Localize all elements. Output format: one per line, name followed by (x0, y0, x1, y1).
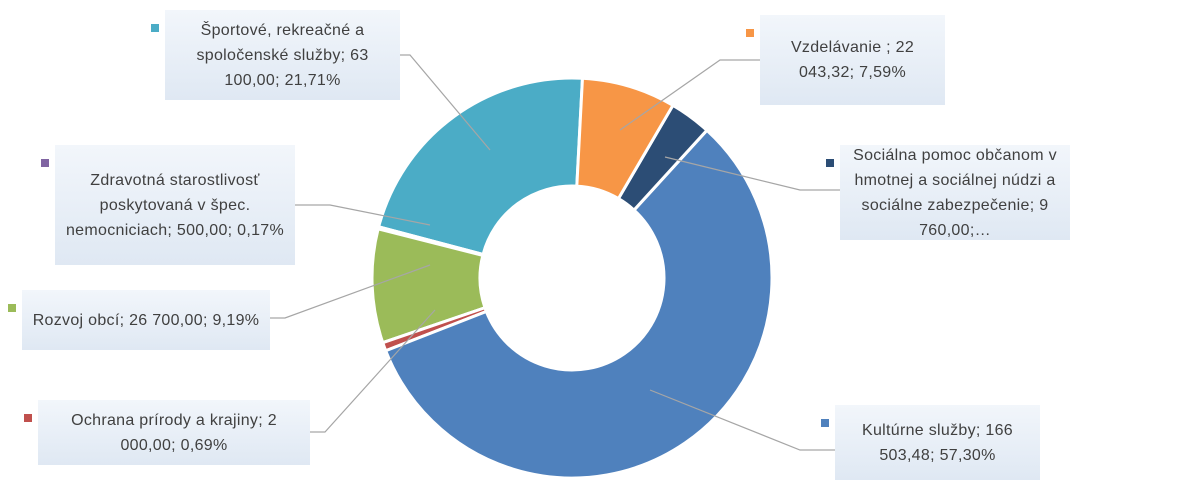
leader-line (649, 389, 835, 451)
donut-slice (376, 76, 585, 257)
leader-line (664, 156, 840, 191)
leader-line (310, 309, 436, 433)
leader-line (270, 264, 431, 319)
data-label: Zdravotná starostlivosť poskytovaná v šp… (55, 145, 295, 265)
legend-marker (826, 159, 834, 167)
leader-line (295, 204, 431, 226)
legend-marker (821, 419, 829, 427)
legend-marker (8, 304, 16, 312)
data-label: Vzdelávanie ; 22 043,32; 7,59% (760, 15, 945, 105)
donut-slice (370, 227, 487, 345)
leader-lines (270, 54, 840, 451)
legend-marker (746, 29, 754, 37)
donut-slice (383, 128, 774, 480)
donut-slice (616, 103, 709, 213)
data-label: Športové, rekreačné a spoločenské služby… (165, 10, 400, 100)
leader-line (400, 54, 491, 151)
legend-marker (151, 24, 159, 32)
legend-marker (24, 414, 32, 422)
data-label: Sociálna pomoc občanom v hmotnej a sociá… (840, 145, 1070, 240)
data-label: Rozvoj obcí; 26 700,00; 9,19% (22, 290, 270, 350)
leader-line (619, 59, 760, 131)
donut-slice (575, 76, 675, 201)
data-label: Ochrana prírody a krajiny; 2 000,00; 0,6… (38, 400, 310, 465)
legend-marker (41, 159, 49, 167)
data-label: Kultúrne služby; 166 503,48; 57,30% (835, 405, 1040, 480)
